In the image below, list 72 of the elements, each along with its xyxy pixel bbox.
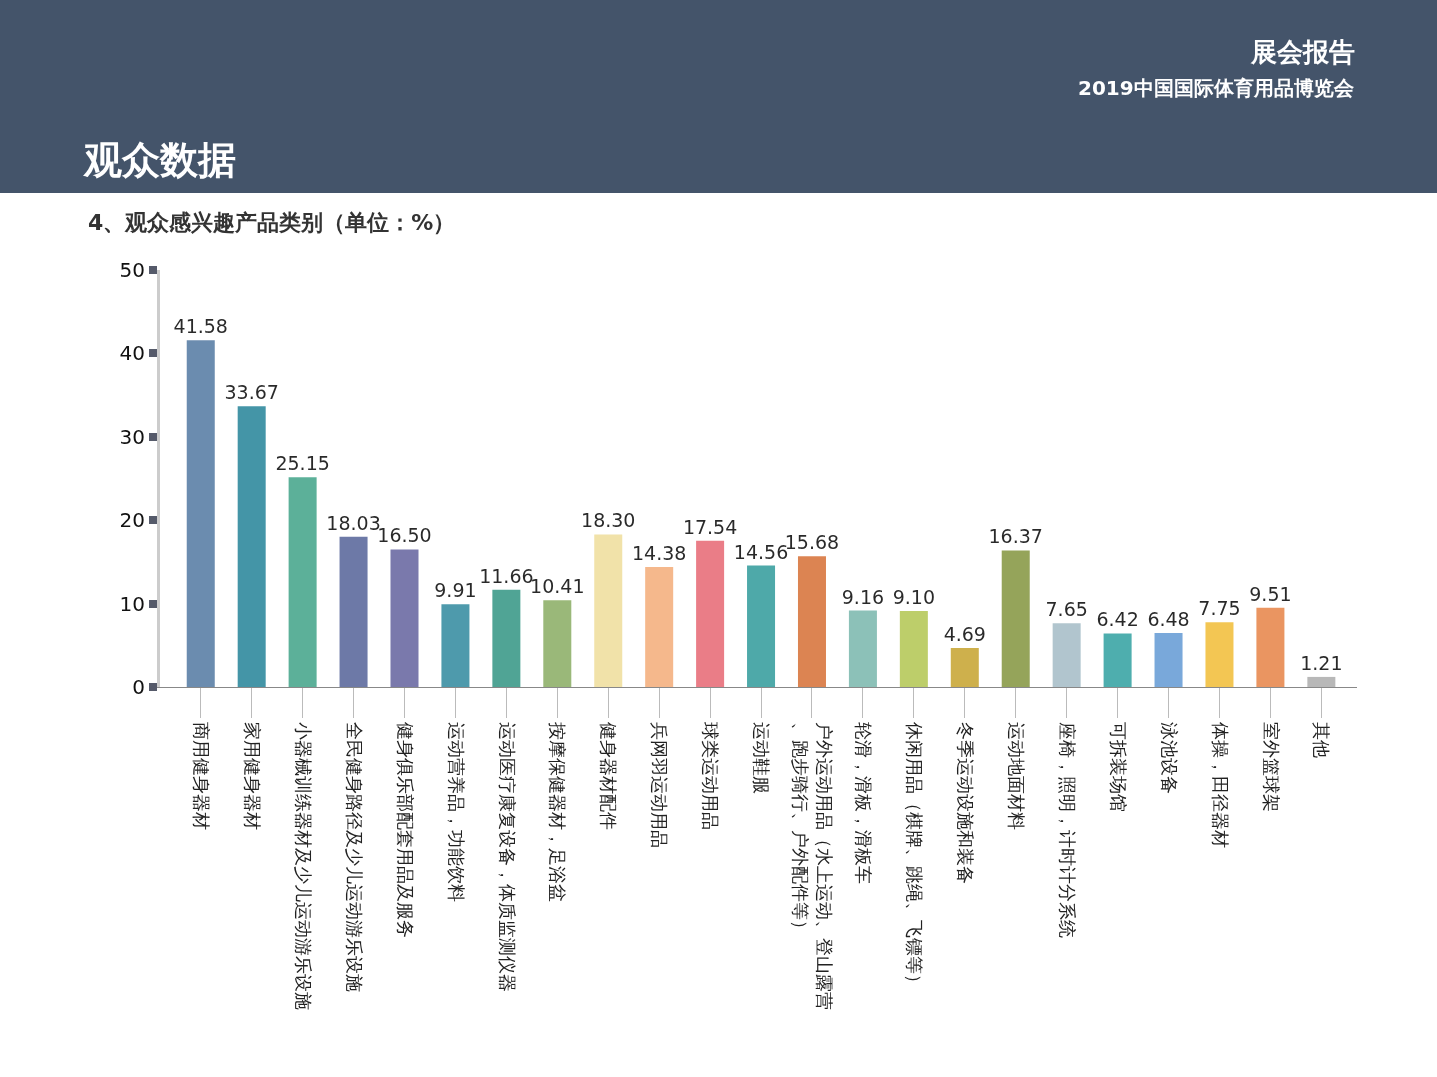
data-label: 6.42 bbox=[1096, 608, 1139, 631]
y-tick-label: 50 bbox=[119, 258, 145, 282]
x-tick-label: 兵网羽运动用品 bbox=[649, 721, 671, 848]
chart-subtitle: 4、观众感兴趣产品类别（单位：%） bbox=[88, 210, 456, 235]
bar bbox=[950, 647, 979, 687]
x-tick-label: 健身俱乐部配套用品及服务 bbox=[394, 721, 416, 938]
bar bbox=[543, 600, 572, 687]
data-label: 17.54 bbox=[682, 515, 738, 538]
x-tick-label: 按摩保健器材，足浴盆 bbox=[547, 721, 569, 902]
y-tick-label: 30 bbox=[119, 424, 145, 449]
data-label: 6.48 bbox=[1147, 607, 1190, 630]
chart-title: 观众数据 bbox=[83, 138, 236, 183]
data-label: 7.65 bbox=[1045, 598, 1088, 621]
bar bbox=[186, 340, 215, 687]
bar bbox=[1052, 623, 1081, 687]
x-tick-label: 小器械训练器材及少儿运动游乐设施 bbox=[292, 721, 314, 1010]
bar bbox=[645, 567, 674, 687]
x-tick-label: 运动鞋服 bbox=[751, 721, 773, 794]
bar bbox=[339, 536, 368, 687]
x-tick-label: 运动医疗康复设备，体质监测仪器 bbox=[496, 721, 518, 992]
y-tick-label: 40 bbox=[119, 341, 145, 366]
x-tick-label: 全民健身路径及少儿运动游乐设施 bbox=[343, 721, 365, 992]
data-label: 14.38 bbox=[631, 542, 687, 565]
bar bbox=[696, 540, 725, 687]
bar bbox=[1001, 550, 1030, 687]
bar bbox=[1256, 607, 1285, 687]
bar bbox=[1205, 622, 1234, 687]
data-label: 18.30 bbox=[581, 509, 636, 532]
bar bbox=[747, 565, 776, 687]
bar bbox=[390, 549, 419, 687]
bar bbox=[288, 477, 317, 687]
data-label: 9.10 bbox=[892, 586, 936, 609]
bar bbox=[492, 589, 521, 687]
y-tick-label: 20 bbox=[119, 508, 145, 533]
x-tick-label: 冬季运动设施和装备 bbox=[954, 721, 976, 884]
data-label: 1.21 bbox=[1300, 651, 1343, 674]
x-tick-label: 泳池设备 bbox=[1158, 721, 1180, 794]
bar bbox=[848, 610, 877, 687]
x-tick-label: 运动地面材料 bbox=[1005, 721, 1027, 830]
y-tick-label: 10 bbox=[119, 591, 145, 616]
y-tick-label: 0 bbox=[132, 675, 145, 699]
data-label: 9.51 bbox=[1249, 582, 1292, 605]
bar bbox=[899, 611, 928, 687]
x-tick-label: 体操，田径器材 bbox=[1209, 721, 1231, 848]
data-label: 4.69 bbox=[943, 622, 986, 645]
x-tick-label: 家用健身器材 bbox=[241, 721, 263, 830]
bar bbox=[1103, 633, 1132, 687]
bar bbox=[237, 406, 266, 687]
bar bbox=[441, 604, 470, 687]
x-tick-label: 健身器材配件 bbox=[598, 721, 620, 830]
text: 展会报告 bbox=[1250, 37, 1355, 67]
x-tick-label: 休闲用品（棋牌、跳绳、飞镖等） bbox=[904, 721, 926, 992]
data-label: 16.37 bbox=[988, 525, 1043, 548]
data-label: 9.16 bbox=[841, 585, 885, 608]
data-label: 33.67 bbox=[224, 381, 279, 404]
x-tick-label: 其他 bbox=[1311, 721, 1333, 758]
x-tick-label: 户外运动用品（水上运动、登山露营、跑步骑行、户外配件等） bbox=[790, 721, 835, 1010]
x-tick-label: 球类运动用品 bbox=[700, 721, 722, 830]
bar bbox=[1154, 632, 1183, 687]
data-label: 7.75 bbox=[1198, 597, 1241, 620]
x-tick-label: 室外篮球架 bbox=[1260, 721, 1282, 812]
text: 2019中国国际体育用品博览会 bbox=[1078, 76, 1355, 100]
data-label: 41.58 bbox=[173, 315, 228, 338]
x-tick-label: 商用健身器材 bbox=[190, 721, 212, 830]
x-tick-label: 轮滑，滑板，滑板车 bbox=[853, 721, 875, 884]
data-label: 25.15 bbox=[275, 452, 330, 475]
x-tick-label: 运动营养品，功能饮料 bbox=[445, 721, 467, 902]
bar bbox=[797, 556, 826, 687]
x-tick-label: 可拆装场馆 bbox=[1107, 721, 1129, 812]
bar bbox=[594, 534, 623, 687]
data-label: 9.91 bbox=[434, 579, 477, 602]
x-tick-label: 座椅，照明，计时计分系统 bbox=[1056, 721, 1078, 938]
